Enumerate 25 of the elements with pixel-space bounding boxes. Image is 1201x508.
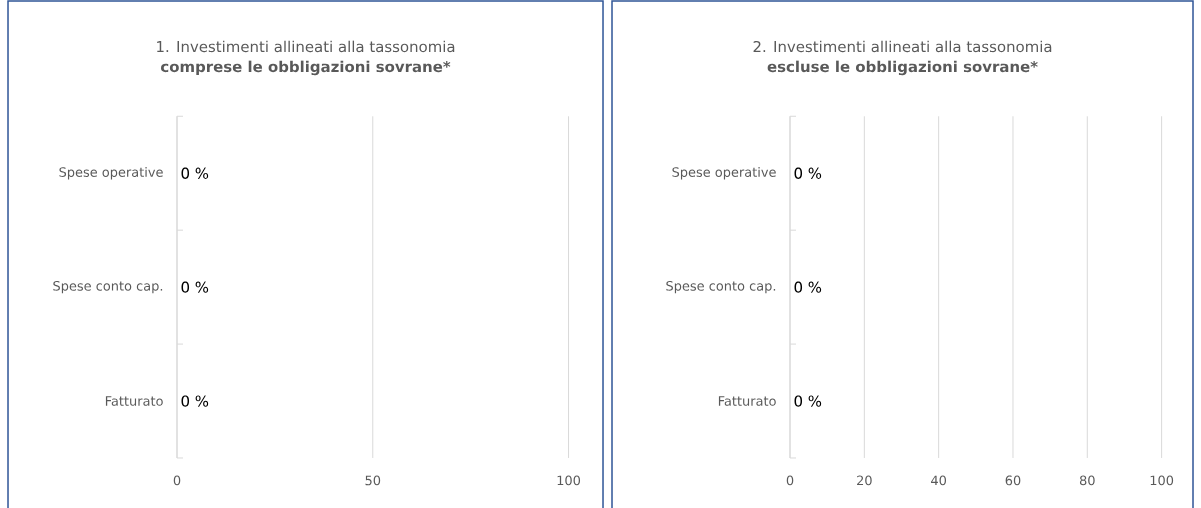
chart-subtitle: comprese le obbligazioni sovrane* <box>161 60 451 76</box>
y-tick-label: Spese conto cap. <box>53 280 163 294</box>
chart-title: 1. Investimenti allineati alla tassonomia <box>157 40 455 53</box>
chart-title: 2. Investimenti allineati alla tassonomia <box>753 40 1052 53</box>
data-label: 0 % <box>794 167 822 179</box>
x-tick-label: 60 <box>1005 475 1021 486</box>
x-tick-label: 50 <box>365 475 381 486</box>
data-label: 0 % <box>181 281 209 293</box>
x-tick-label: 0 <box>786 475 794 486</box>
x-tick-label: 100 <box>1150 475 1174 486</box>
y-tick-label: Fatturato <box>718 396 776 406</box>
x-tick-label: 80 <box>1079 475 1095 486</box>
data-label: 0 % <box>794 395 822 407</box>
y-tick-label: Spese operative <box>672 166 776 180</box>
data-label: 0 % <box>794 281 822 293</box>
y-tick-label: Spese operative <box>59 166 163 180</box>
data-label: 0 % <box>181 167 209 179</box>
chart-subtitle: escluse le obbligazioni sovrane* <box>767 60 1038 76</box>
data-label: 0 % <box>181 395 209 407</box>
y-tick-label: Fatturato <box>105 396 163 406</box>
y-tick-label: Spese conto cap. <box>666 280 776 294</box>
x-tick-label: 0 <box>173 475 181 486</box>
x-tick-label: 20 <box>857 475 872 486</box>
x-tick-label: 100 <box>557 475 581 486</box>
x-tick-label: 40 <box>931 475 947 486</box>
